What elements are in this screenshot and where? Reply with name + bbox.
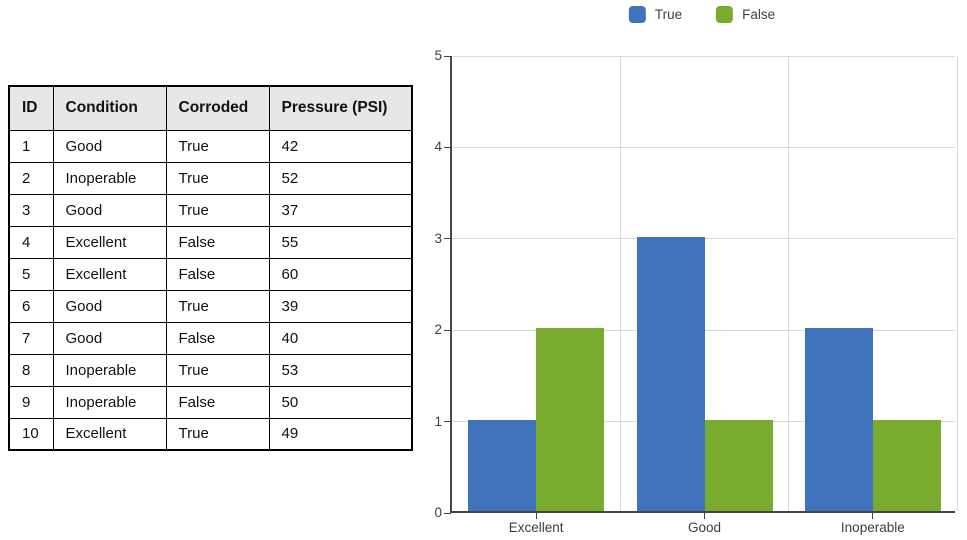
chart-plot-area: 0 1 2 3 4 5 Excellent Good Inoperable <box>434 49 958 535</box>
x-axis-tick <box>535 513 537 519</box>
gridline-horizontal <box>452 146 955 148</box>
table-cell: 39 <box>268 289 413 323</box>
table-cell: 7 <box>8 321 54 355</box>
table-cell: Inoperable <box>52 353 167 387</box>
table-row: 5 Excellent False 60 <box>8 257 413 291</box>
table-row: 1 Good True 42 <box>8 129 413 163</box>
gridline-vertical <box>788 56 790 511</box>
y-tick-label: 5 <box>434 48 442 63</box>
bar-true-excellent <box>468 419 537 511</box>
y-axis-tick <box>444 146 451 148</box>
table-cell: 42 <box>268 129 413 163</box>
table-cell: False <box>165 385 270 419</box>
x-category-label: Good <box>687 520 722 535</box>
table-row: 3 Good True 37 <box>8 193 413 227</box>
bar-false-inoperable <box>872 419 941 511</box>
x-category-label: Inoperable <box>840 520 905 535</box>
table-cell: 8 <box>8 353 54 387</box>
table-cell: Excellent <box>52 225 167 259</box>
table-cell: True <box>165 289 270 323</box>
table-row: 7 Good False 40 <box>8 321 413 355</box>
table-cell: True <box>165 161 270 195</box>
y-tick-label: 1 <box>434 413 442 429</box>
bar-true-good <box>636 236 705 511</box>
table-row: 9 Inoperable False 50 <box>8 385 413 419</box>
bar-true-inoperable <box>804 328 873 511</box>
legend-label: False <box>742 7 776 22</box>
table-cell: False <box>165 321 270 355</box>
y-tick-label: 3 <box>434 230 442 246</box>
table-cell: True <box>165 193 270 227</box>
table-body: 1 Good True 42 2 Inoperable True 52 3 Good True 37 4… <box>8 129 413 451</box>
legend-swatch-icon <box>628 6 646 23</box>
table-header-row: ID Condition Corroded Pressure (PSI) <box>8 85 413 131</box>
table-cell: True <box>165 353 270 387</box>
table-cell: 40 <box>268 321 413 355</box>
table-cell: 37 <box>268 193 413 227</box>
table-cell: Good <box>52 193 167 227</box>
table-cell: 3 <box>8 193 54 227</box>
column-header-pressure: Pressure (PSI) <box>268 85 413 131</box>
table-header: ID Condition Corroded Pressure (PSI) <box>8 85 413 131</box>
table-cell: 50 <box>268 385 413 419</box>
y-axis-tick <box>444 55 451 57</box>
y-axis-tick <box>444 512 451 514</box>
table-cell: 53 <box>268 353 413 387</box>
legend-item-false: False <box>716 6 775 23</box>
table-cell: 4 <box>8 225 54 259</box>
table-cell: 5 <box>8 257 54 291</box>
table-cell: 2 <box>8 161 54 195</box>
table-cell: 60 <box>268 257 413 291</box>
table-cell: 52 <box>268 161 413 195</box>
y-axis-tick <box>444 421 451 423</box>
table-cell: True <box>165 417 270 451</box>
y-axis-tick <box>444 329 451 331</box>
bar-false-excellent <box>536 328 605 511</box>
y-tick-label: 2 <box>434 322 442 338</box>
table-cell: Good <box>52 129 167 163</box>
table-cell: 49 <box>268 417 413 451</box>
table-cell: False <box>165 257 270 291</box>
table-cell: Good <box>52 289 167 323</box>
x-category-label: Excellent <box>508 520 564 535</box>
bar-false-good <box>704 419 773 511</box>
x-axis-tick <box>872 513 874 519</box>
y-tick-label: 4 <box>434 139 442 155</box>
table-cell: True <box>165 129 270 163</box>
table-cell: 6 <box>8 289 54 323</box>
gridline-vertical <box>619 56 621 511</box>
x-axis-tick <box>704 513 705 519</box>
y-tick-label: 0 <box>434 505 442 520</box>
table-cell: Excellent <box>52 417 167 451</box>
gridline-horizontal <box>452 55 955 57</box>
chart-legend: True False <box>628 6 775 23</box>
table-row: 10 Excellent True 49 <box>8 417 413 451</box>
gridline-vertical <box>956 56 958 511</box>
table-row: 6 Good True 39 <box>8 289 413 323</box>
legend-label: True <box>654 7 683 22</box>
y-axis-tick <box>444 238 451 240</box>
table-cell: Inoperable <box>52 385 167 419</box>
legend-item-true: True <box>628 6 683 23</box>
table-row: 8 Inoperable True 53 <box>8 353 413 387</box>
table-cell: Good <box>52 321 167 355</box>
legend-swatch-icon <box>716 6 734 23</box>
data-table: ID Condition Corroded Pressure (PSI) 1 Go… <box>8 85 413 451</box>
